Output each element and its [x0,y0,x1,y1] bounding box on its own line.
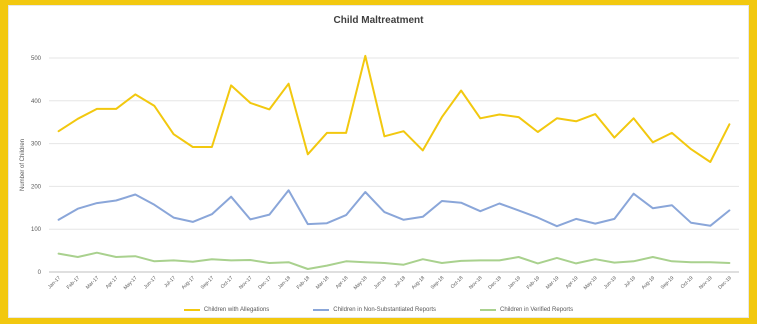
series-line [57,54,731,163]
legend-item: Children with Allegations [183,307,270,313]
x-tick-label: Jan-18 [277,275,292,290]
x-tick-label: May-19 [583,275,599,291]
x-tick-label: May-18 [353,275,369,291]
x-tick-label: Sep-18 [430,275,446,291]
x-tick-label: Jul-18 [393,275,407,289]
x-tick-label: Sep-17 [200,275,216,291]
x-tick-label: Jun-19 [603,275,618,290]
x-tick-label: Nov-18 [468,275,484,291]
y-tick-label: 200 [31,184,42,190]
y-tick-label: 500 [31,56,42,62]
legend-label: Children in Verified Reports [500,307,574,313]
x-tick-label: Oct-17 [220,275,235,290]
x-tick-label: Nov-19 [698,275,714,291]
chart-card: Child Maltreatment 0 100 200 300 400 500 Numbe… [8,5,749,318]
x-tick-label: Jan-19 [507,275,522,290]
y-tick-label: 100 [31,227,42,233]
chart-legend: Children with Allegations Children in Non… [9,307,748,313]
x-tick-label: Jun-18 [373,275,388,290]
line-chart: 0 100 200 300 400 500 Number of Children Jan-17… [20,54,739,291]
legend-swatch [313,309,330,311]
x-tick-label: Apr-19 [565,275,580,290]
legend-item: Children in Verified Reports [480,307,573,313]
legend-swatch [183,309,200,311]
x-tick-label: Feb-19 [526,275,542,291]
series-line [57,189,731,228]
x-tick-label: Dec-17 [257,275,273,291]
y-tick-label: 0 [38,270,42,276]
x-tick-label: Sep-19 [660,275,676,291]
x-tick-label: Mar-17 [85,275,101,291]
x-tick-label: Feb-17 [66,275,82,291]
x-tick-label: Feb-18 [296,275,312,291]
x-tick-label: Mar-18 [315,275,331,291]
x-tick-label: Jul-19 [623,275,637,289]
chart-title: Child Maltreatment [333,15,424,26]
x-tick-label: Apr-17 [105,275,120,290]
x-tick-label: Aug-19 [641,275,657,291]
legend-label: Children in Non-Substantiated Reports [333,307,437,313]
x-tick-label: Dec-19 [717,275,733,291]
x-tick-label: Oct-18 [450,275,465,290]
x-tick-label: Jun-17 [143,275,158,290]
x-tick-label: Jan-17 [47,275,62,290]
x-tick-label: Nov-17 [238,275,254,291]
x-tick-label: Aug-17 [181,275,197,291]
x-tick-label: Oct-19 [680,275,695,290]
x-tick-label: May-17 [123,275,139,291]
y-tick-label: 300 [31,142,42,148]
x-tick-label: Mar-19 [545,275,561,291]
legend-label: Children with Allegations [203,307,270,313]
x-tick-label: Apr-18 [335,275,350,290]
x-tick-label: Aug-18 [411,275,427,291]
x-tick-label: Jul-17 [163,275,177,289]
legend-swatch [480,309,497,311]
legend-item: Children in Non-Substantiated Reports [313,307,436,313]
series-line [57,251,731,270]
x-tick-label: Dec-18 [487,275,503,291]
y-axis-title: Number of Children [20,139,26,191]
y-tick-label: 400 [31,99,42,105]
